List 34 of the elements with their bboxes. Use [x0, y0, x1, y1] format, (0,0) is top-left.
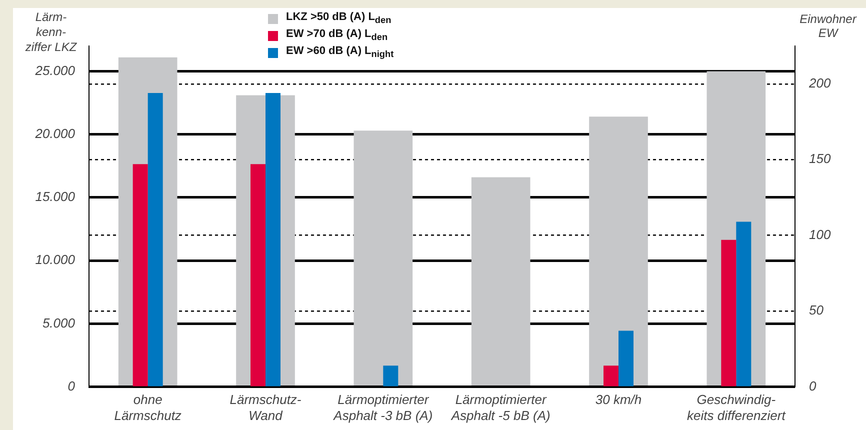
y2-tick-label: 100: [809, 226, 832, 242]
bar: [148, 92, 163, 386]
x-tick-label: Lärmschutz- Wand: [230, 392, 302, 423]
y-tick-label: 20.000: [34, 126, 76, 141]
y-tick-label: 10.000: [35, 252, 76, 268]
bar: [618, 330, 634, 386]
y2-tick-label: 150: [809, 151, 832, 166]
y-tick-label: 25.000: [34, 62, 76, 78]
x-tick-label: ohne Lärmschutz: [114, 392, 182, 423]
legend-label: LKZ >50 dB (A) L$_{den}$: [286, 10, 392, 28]
bar: [736, 222, 752, 386]
y-axis-title: Lärm- kenn- ziffer LKZ: [24, 10, 78, 55]
x-tick-label: Lärmoptimierter Asphalt -3 bB (A): [332, 392, 433, 423]
bar: [471, 177, 530, 386]
bar: [354, 130, 413, 386]
y-tick-label: 5.000: [42, 315, 76, 330]
legend-label: EW >70 dB (A) L$_{den}$: [286, 27, 388, 44]
bar: [383, 366, 398, 386]
y-tick-label: 0: [68, 378, 76, 394]
y2-tick-label: 50: [809, 302, 824, 318]
y-tick-label: 15.000: [35, 189, 76, 204]
y2-tick-label: 0: [809, 378, 817, 394]
y2-tick-label: 200: [808, 75, 832, 90]
y2-axis-title: Einwohner EW: [798, 12, 858, 40]
bar: [603, 366, 618, 386]
bar: [250, 164, 266, 386]
bar: [132, 164, 148, 386]
x-tick-label: Lärmoptimierter Asphalt -5 bB (A): [450, 392, 550, 423]
x-tick-label: Geschwindig- keits differenziert: [687, 392, 787, 423]
bar: [721, 240, 736, 386]
bar: [266, 92, 281, 386]
legend-label: EW >60 dB (A) L$_{night}$: [286, 44, 394, 62]
x-tick-label: 30 km/h: [595, 392, 642, 408]
bar: [589, 116, 648, 386]
